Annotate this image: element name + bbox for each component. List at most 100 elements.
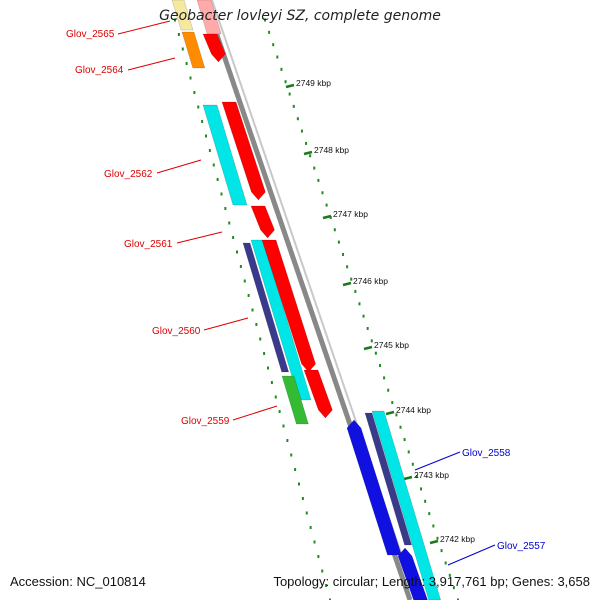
skew-dot (346, 265, 349, 269)
gc-dot (313, 540, 316, 544)
label-leader-line (117, 20, 171, 35)
gc-dot (251, 308, 254, 312)
skew-dot (309, 154, 312, 158)
skew-dot (387, 388, 390, 392)
label-leader-line (414, 451, 461, 471)
skew-dot (370, 339, 373, 343)
cds-bar-cyan (202, 104, 248, 206)
tick-label: 2742 kbp (440, 534, 475, 544)
gene-arrow-2560 (261, 239, 316, 373)
skew-dot (354, 289, 357, 293)
skew-dot (272, 43, 275, 47)
gc-dot (286, 439, 289, 442)
skew-dot (321, 191, 324, 195)
gc-dot (193, 91, 196, 94)
skew-dot (432, 524, 435, 528)
gene-arrow-2561 (250, 205, 275, 239)
gc-dot (239, 265, 242, 268)
skew-dot (288, 92, 291, 96)
gene-arrow-2564 (202, 33, 226, 63)
gene-label: Glov_2562 (104, 169, 153, 180)
tick-mark (303, 150, 313, 156)
skew-dot (420, 487, 423, 491)
skew-dot (395, 413, 398, 417)
gc-dot (321, 569, 324, 573)
skew-dot (325, 203, 328, 207)
skew-dot (411, 462, 414, 466)
tick-mark (403, 475, 413, 481)
gc-dot (270, 381, 273, 384)
skew-dot (362, 314, 365, 318)
gc-dot (267, 366, 269, 370)
skew-dot (374, 351, 377, 355)
skew-dot (428, 512, 431, 516)
gc-dot (181, 47, 184, 51)
skew-dot (452, 586, 455, 590)
gc-dot (197, 105, 200, 109)
skew-dot (415, 475, 418, 479)
gc-dot (189, 76, 192, 80)
gc-dot (294, 468, 297, 471)
skew-dot (337, 240, 340, 244)
gc-dot (305, 511, 308, 515)
gc-dot (329, 598, 331, 600)
gene-arrow-2557 (397, 547, 428, 600)
skew-dot (268, 30, 271, 34)
kbp-ticks: 2749 kbp 2748 kbp 2747 kbp 2746 kbp 2745 kbp… (285, 78, 475, 545)
label-leader-line (447, 544, 496, 566)
skew-dot (350, 277, 353, 281)
tick-mark (363, 345, 373, 351)
cds-bar-cyan (371, 410, 441, 600)
tick-label: 2746 kbp (353, 276, 388, 286)
gc-dot (205, 134, 207, 138)
skew-dot (436, 536, 439, 540)
tick-label: 2743 kbp (414, 470, 449, 480)
gc-dot (263, 352, 266, 355)
gene-arrow-2559 (303, 369, 333, 419)
skew-dot (457, 598, 459, 600)
tick-mark (342, 281, 352, 287)
gc-dot (259, 337, 262, 341)
gc-dot (228, 221, 231, 225)
skew-dot (264, 18, 266, 22)
accession-text: Accession: NC_010814 (10, 574, 146, 589)
gc-dot (174, 18, 176, 22)
label-leader-line (176, 231, 223, 244)
label-leader-line (232, 405, 278, 421)
gene-label: Glov_2564 (75, 65, 124, 76)
tick-mark (285, 83, 295, 89)
cds-bar-yellow (171, 0, 194, 31)
skew-dot (378, 364, 381, 368)
gene-label: Glov_2559 (181, 416, 230, 427)
skew-dot (407, 450, 410, 454)
gene-label: Glov_2558 (462, 448, 511, 459)
gene-arrow-2562 (221, 101, 266, 201)
gc-dot (220, 192, 223, 196)
skew-dot (444, 561, 447, 565)
gene-arrow-2558 (346, 419, 402, 556)
skew-dot (403, 438, 406, 442)
label-leader-line (127, 57, 176, 71)
gene-label: Glov_2565 (66, 29, 115, 40)
skew-dot (448, 573, 451, 577)
skew-dot (329, 215, 332, 219)
gene-features (171, 0, 441, 600)
gc-dot (255, 323, 258, 326)
tick-label: 2748 kbp (314, 145, 349, 155)
skew-dot (296, 117, 299, 121)
skew-dot (366, 327, 369, 331)
tick-mark (322, 214, 332, 220)
skew-dot (305, 141, 308, 145)
skew-dot (317, 178, 320, 182)
gc-dot (224, 207, 227, 210)
cds-bar-cyan (250, 239, 312, 401)
skew-dot (300, 129, 303, 133)
gc-dot (290, 453, 293, 457)
genome-title: Geobacter lovleyi SZ, complete genome (159, 8, 441, 24)
tick-mark (385, 410, 395, 416)
gc-dot (278, 410, 281, 413)
skew-dot (342, 252, 345, 256)
tick-label: 2747 kbp (333, 209, 368, 219)
